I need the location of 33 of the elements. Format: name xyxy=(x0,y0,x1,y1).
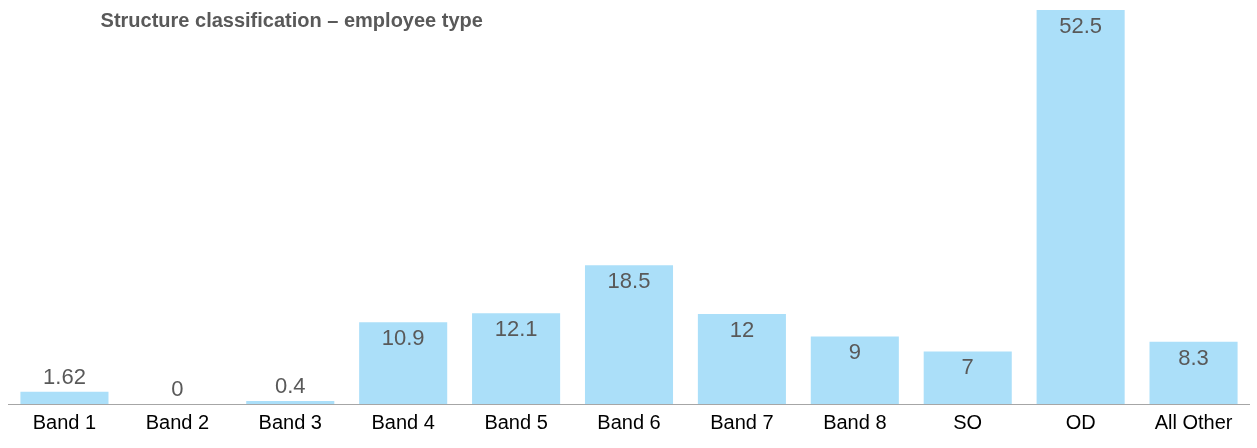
data-label: 0.4 xyxy=(274,373,306,398)
data-label: 12.1 xyxy=(494,316,538,342)
bar xyxy=(1036,10,1125,404)
x-tick-label: Band 8 xyxy=(823,411,887,433)
data-label: 8.3 xyxy=(1178,344,1209,370)
data-label: 10.9 xyxy=(381,325,425,351)
x-tick-label: Band 2 xyxy=(145,411,210,433)
x-tick-label: Band 5 xyxy=(484,411,548,433)
bar xyxy=(697,313,786,404)
data-label: 0 xyxy=(171,376,184,401)
bar xyxy=(1149,341,1238,404)
data-label: 7 xyxy=(961,354,974,380)
x-tick-label: Band 7 xyxy=(710,411,774,433)
data-label: 12 xyxy=(729,316,755,342)
x-tick-label: Band 4 xyxy=(371,411,435,433)
bar xyxy=(20,391,109,404)
x-tick-label: Band 3 xyxy=(258,411,322,433)
x-tick-label: Band 1 xyxy=(32,411,97,433)
data-label: 52.5 xyxy=(1059,13,1103,38)
x-tick-label: SO xyxy=(953,411,983,433)
bar xyxy=(584,265,674,404)
data-label: 1.62 xyxy=(43,363,86,389)
bar xyxy=(246,401,335,404)
x-tick-label: Band 6 xyxy=(597,411,661,433)
bar xyxy=(472,313,561,404)
data-label: 18.5 xyxy=(607,268,651,294)
bar xyxy=(810,336,899,404)
x-tick-label: All Other xyxy=(1154,411,1233,433)
chart-title: Structure classification – employee type xyxy=(100,9,483,32)
bar xyxy=(359,322,448,404)
bar xyxy=(923,351,1012,404)
data-label: 9 xyxy=(848,339,861,365)
x-tick-label: OD xyxy=(1065,411,1096,433)
